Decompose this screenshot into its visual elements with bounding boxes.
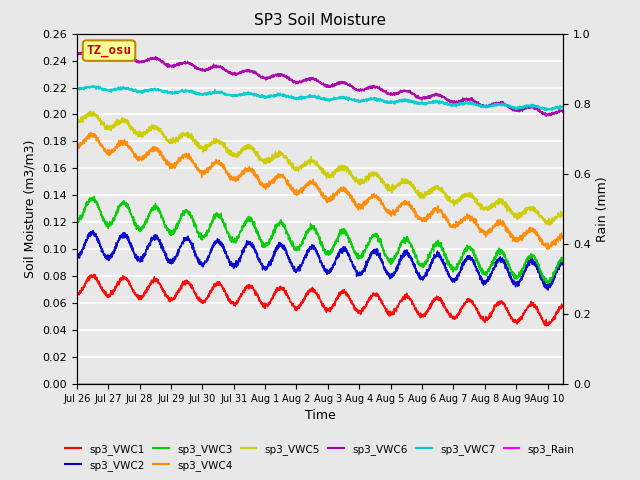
Legend: sp3_VWC1, sp3_VWC2, sp3_VWC3, sp3_VWC4, sp3_VWC5, sp3_VWC6, sp3_VWC7, sp3_Rain: sp3_VWC1, sp3_VWC2, sp3_VWC3, sp3_VWC4, … [61, 439, 579, 475]
Text: TZ_osu: TZ_osu [86, 44, 132, 57]
Y-axis label: Rain (mm): Rain (mm) [596, 176, 609, 241]
Title: SP3 Soil Moisture: SP3 Soil Moisture [254, 13, 386, 28]
X-axis label: Time: Time [305, 409, 335, 422]
Y-axis label: Soil Moisture (m3/m3): Soil Moisture (m3/m3) [24, 140, 36, 278]
